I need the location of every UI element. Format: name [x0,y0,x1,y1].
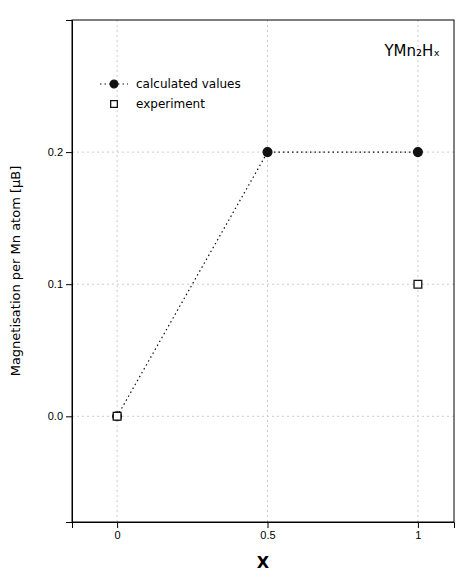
legend-swatch [110,80,118,88]
tick-mark [117,522,118,528]
point [113,412,121,420]
grid-line [417,20,418,522]
point [414,280,422,288]
tick: 1 [415,522,421,541]
tick: 0.0 [48,410,72,422]
plot: 00.510.00.10.2YMn₂Hₓcalculated valuesexp… [48,20,455,541]
tick-label: 0.0 [48,410,63,422]
legend-item: calculated values [100,77,241,91]
point [263,148,272,157]
tick-mark [66,152,72,153]
tick-mark [66,284,72,285]
y-axis-label: Magnetisation per Mn atom [μB] [8,166,23,377]
chart: 00.510.00.10.2YMn₂Hₓcalculated valuesexp… [0,0,474,586]
tick-label: 0.2 [48,146,63,158]
series [113,280,422,420]
tick-mark [66,416,72,417]
tick: 0.5 [260,522,275,541]
x-axis-label: X [257,553,270,572]
tick: 0.1 [48,278,72,290]
series [113,148,423,421]
point [113,412,122,421]
legend: calculated values experiment [100,77,241,111]
grid [72,20,454,522]
y-axis: 0.0 0.1 0.2 [48,21,73,523]
annotation: YMn₂Hₓ [383,42,440,60]
grid-line [72,284,454,285]
tick-mark [418,522,419,528]
line [117,152,418,416]
legend-label: experiment [136,97,205,111]
tick-label: 0 [115,529,121,541]
axis-line [73,523,455,529]
legend-label: calculated values [136,77,241,91]
grid-line [267,20,268,522]
legend-swatch [111,101,118,108]
marks [113,148,423,421]
tick-label: 0.1 [48,278,63,290]
tick: 0.2 [48,146,72,158]
tick: 0 [115,522,121,541]
tick-label: 0.5 [260,529,275,541]
legend-item: experiment [111,97,206,111]
tick-mark [268,522,269,528]
axis-line [66,21,73,523]
point [414,148,423,157]
grid-line [72,416,454,417]
grid-line [117,20,118,522]
tick-label: 1 [415,529,421,541]
x-axis: 00.51 [73,522,455,541]
plot-frame [72,20,454,522]
